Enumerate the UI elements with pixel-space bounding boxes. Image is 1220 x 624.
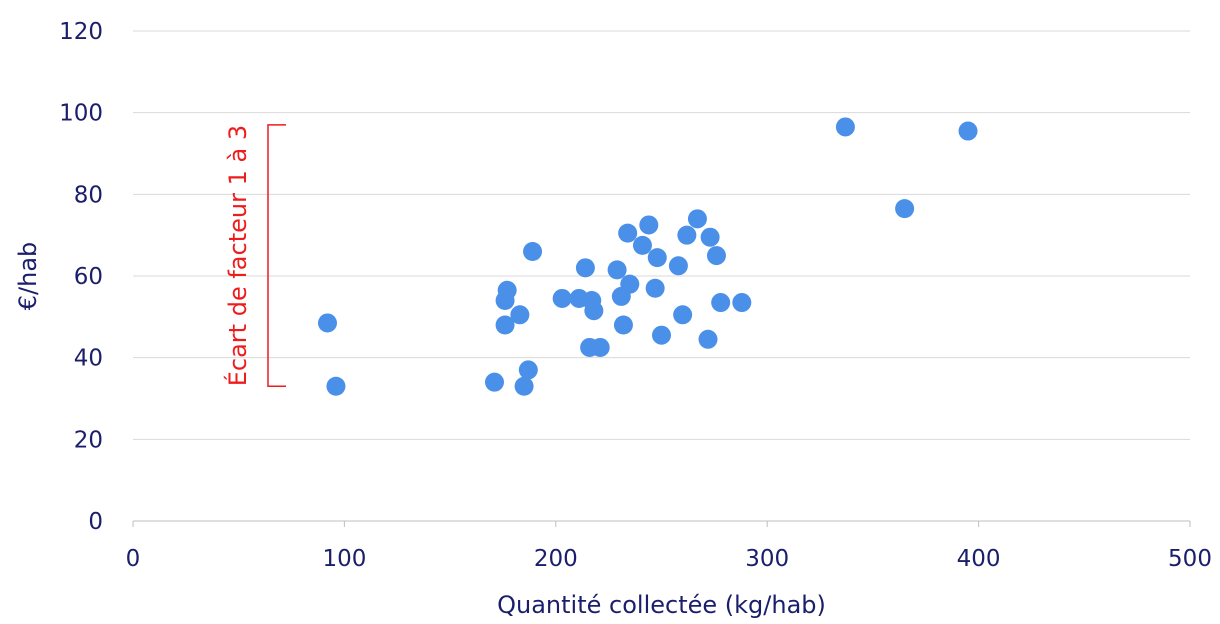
data-point — [552, 288, 572, 308]
y-tick-label: 100 — [59, 101, 103, 127]
data-point — [317, 313, 337, 333]
x-tick-label: 300 — [745, 546, 789, 572]
data-point — [523, 242, 543, 261]
y-tick-label: 80 — [74, 182, 103, 208]
data-point — [700, 227, 720, 247]
y-tick-label: 120 — [59, 19, 103, 45]
y-axis-title: €/hab — [14, 242, 42, 311]
annotation-bracket — [267, 124, 286, 387]
data-point — [698, 329, 718, 349]
data-point — [510, 305, 530, 325]
data-point — [732, 293, 752, 313]
data-point — [518, 360, 538, 380]
data-point — [613, 315, 633, 335]
data-point — [497, 280, 517, 300]
data-point — [706, 246, 726, 266]
factor-annotation: Écart de facteur 1 à 3 — [223, 124, 286, 387]
data-point — [958, 121, 978, 141]
data-point — [645, 278, 665, 298]
x-axis-title: Quantité collectée (kg/hab) — [497, 591, 826, 619]
x-tick-label: 200 — [534, 546, 578, 572]
data-point — [687, 209, 707, 229]
data-point — [677, 225, 697, 245]
x-tick-label: 0 — [126, 546, 141, 572]
y-tick-label: 60 — [74, 264, 103, 290]
data-point — [484, 372, 504, 392]
gridlines — [133, 30, 1190, 440]
data-points — [317, 117, 978, 396]
data-point — [590, 337, 610, 357]
data-point — [607, 260, 627, 280]
x-tick-label: 100 — [322, 546, 366, 572]
data-point — [668, 256, 688, 276]
data-point — [620, 274, 640, 294]
data-point — [639, 215, 659, 235]
y-axis-ticks: 0 20 40 60 80 100 120 — [59, 19, 103, 535]
annotation-label: Écart de facteur 1 à 3 — [223, 125, 252, 386]
data-point — [711, 293, 731, 313]
data-point — [835, 117, 855, 137]
y-tick-label: 0 — [88, 509, 103, 535]
x-tick-label: 400 — [957, 546, 1001, 572]
data-point — [495, 315, 515, 335]
x-tick-label: 500 — [1168, 546, 1212, 572]
data-point — [514, 376, 534, 396]
data-point — [652, 325, 671, 345]
data-point — [673, 305, 693, 325]
data-point — [647, 248, 667, 268]
data-point — [326, 376, 346, 396]
data-point — [584, 301, 604, 321]
data-point — [575, 258, 595, 278]
data-point — [632, 235, 652, 255]
x-axis-ticks: 0 100 200 300 400 500 — [126, 521, 1212, 572]
data-point — [618, 223, 638, 243]
y-tick-label: 20 — [74, 427, 103, 453]
y-tick-label: 40 — [74, 346, 103, 372]
data-point — [895, 199, 915, 219]
